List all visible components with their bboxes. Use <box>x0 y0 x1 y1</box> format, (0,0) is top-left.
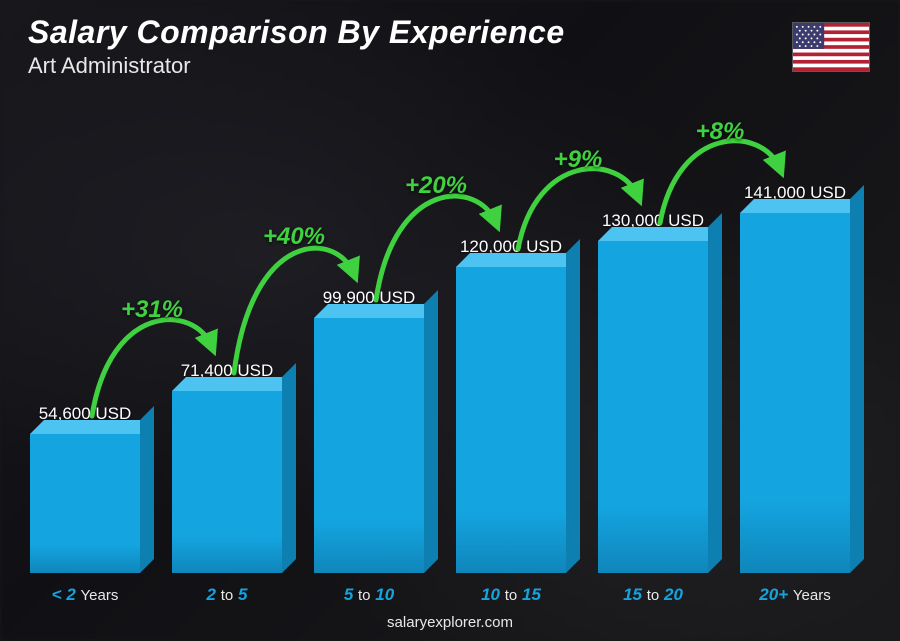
bar-x-label: 2 to 5 <box>207 585 248 605</box>
page-subtitle: Art Administrator <box>28 53 565 79</box>
bar-front-face <box>172 391 282 573</box>
bar-x-label: < 2 Years <box>52 585 119 605</box>
increase-pct-label: +40% <box>263 223 325 250</box>
content-layer: Salary Comparison By Experience Art Admi… <box>0 0 900 641</box>
bar <box>30 434 140 573</box>
bar-front-face <box>30 434 140 573</box>
country-flag-icon <box>792 22 870 72</box>
bar-side-face <box>566 239 580 573</box>
bar-top-face <box>598 227 722 241</box>
bar-front-face <box>598 241 708 573</box>
bar <box>172 391 282 573</box>
bar-group: 120,000 USD10 to 15 <box>456 237 566 573</box>
bar-side-face <box>140 406 154 573</box>
bar-side-face <box>282 363 296 573</box>
increase-pct-label: +9% <box>554 146 603 173</box>
bar-front-face <box>314 318 424 573</box>
bar-x-label: 20+ Years <box>759 585 830 605</box>
increase-pct-label: +20% <box>405 172 467 199</box>
bar-group: 99,900 USD5 to 10 <box>314 288 424 573</box>
bar-front-face <box>456 267 566 573</box>
bar-front-face <box>740 213 850 573</box>
bar-group: 54,600 USD< 2 Years <box>30 404 140 573</box>
footer-attribution: salaryexplorer.com <box>387 614 513 631</box>
bar-top-face <box>314 304 438 318</box>
bar-side-face <box>424 290 438 573</box>
bar-side-face <box>850 185 864 573</box>
bar <box>456 267 566 573</box>
bar-side-face <box>708 213 722 573</box>
bar-x-label: 15 to 20 <box>623 585 683 605</box>
bar-top-face <box>456 253 580 267</box>
increase-pct-label: +8% <box>696 118 745 145</box>
bar-group: 141,000 USD20+ Years <box>740 183 850 573</box>
bar-group: 130,000 USD15 to 20 <box>598 211 708 573</box>
bar-top-face <box>740 199 864 213</box>
bar-top-face <box>30 420 154 434</box>
increase-pct-label: +31% <box>121 296 183 323</box>
header: Salary Comparison By Experience Art Admi… <box>28 14 565 79</box>
salary-bar-chart: 54,600 USD< 2 Years 71,400 USD2 to 5 99,90… <box>30 113 850 573</box>
bar-x-label: 5 to 10 <box>344 585 394 605</box>
page-title: Salary Comparison By Experience <box>28 14 565 51</box>
bar-x-label: 10 to 15 <box>481 585 541 605</box>
bar-top-face <box>172 377 296 391</box>
bar <box>740 213 850 573</box>
bar <box>598 241 708 573</box>
bar-group: 71,400 USD2 to 5 <box>172 361 282 573</box>
bar <box>314 318 424 573</box>
